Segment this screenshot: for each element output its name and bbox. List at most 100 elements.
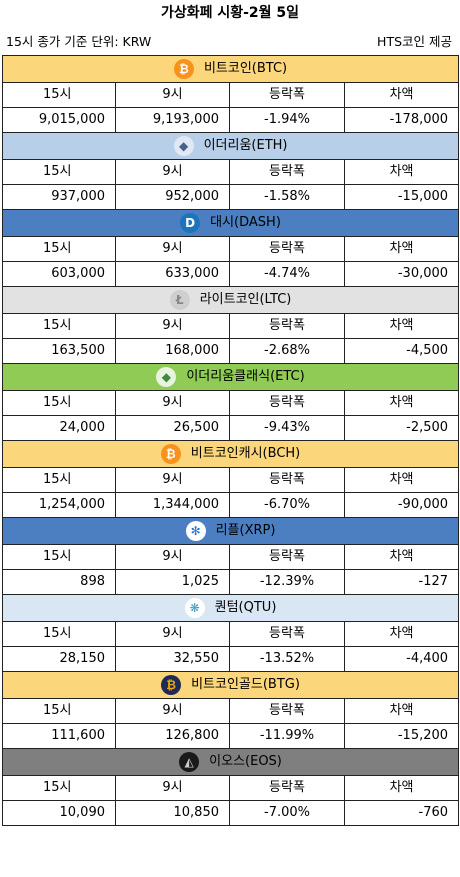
column-header-row: 15시 9시 등락폭 차액: [2, 775, 460, 801]
close-15h-header: 15시: [2, 544, 116, 570]
coin-header: ₿ 비트코인(BTC): [1, 55, 460, 83]
close-15h-value: 28,150: [2, 646, 116, 672]
open-9h-header: 9시: [115, 313, 230, 339]
coin-name: 비트코인골드(BTG): [191, 676, 300, 692]
coin-header-row: ₿ 비트코인(BTC): [1, 55, 460, 83]
coin-header: ✻ 리플(XRP): [1, 517, 460, 545]
difference-header: 차액: [343, 467, 460, 493]
close-15h-value: 10,090: [2, 800, 116, 826]
coin-header-row: Ł 라이트코인(LTC): [1, 286, 460, 314]
open-9h-header: 9시: [115, 698, 230, 724]
open-9h-value: 26,500: [115, 415, 230, 441]
coin-name: 대시(DASH): [210, 214, 281, 230]
difference-value: -127: [343, 569, 460, 595]
close-15h-header: 15시: [2, 390, 116, 416]
column-header-row: 15시 9시 등락폭 차액: [2, 159, 460, 185]
close-15h-value: 1,254,000: [2, 492, 116, 518]
difference-header: 차액: [343, 775, 460, 801]
coin-header-row: ₿ 비트코인골드(BTG): [1, 671, 460, 699]
column-header-row: 15시 9시 등락폭 차액: [2, 236, 460, 262]
difference-value: -2,500: [343, 415, 460, 441]
source-note: HTS코인 제공: [377, 34, 452, 49]
change-rate-value: -11.99%: [229, 723, 345, 749]
open-9h-value: 1,344,000: [115, 492, 230, 518]
difference-header: 차액: [343, 82, 460, 108]
coin-header-row: ◆ 이더리움클래식(ETC): [1, 363, 460, 391]
coin-header-row: ◭ 이오스(EOS): [1, 748, 460, 776]
table-row: 24,000 26,500 -9.43% -2,500: [2, 415, 460, 441]
open-9h-value: 10,850: [115, 800, 230, 826]
qtum-icon: ❋: [184, 597, 205, 618]
difference-header: 차액: [343, 159, 460, 185]
close-15h-header: 15시: [2, 313, 116, 339]
close-15h-value: 603,000: [2, 261, 116, 287]
eos-icon: ◭: [179, 751, 200, 772]
close-15h-value: 898: [2, 569, 116, 595]
difference-value: -30,000: [343, 261, 460, 287]
table-row: 1,254,000 1,344,000 -6.70% -90,000: [2, 492, 460, 518]
open-9h-header: 9시: [115, 467, 230, 493]
table-row: 28,150 32,550 -13.52% -4,400: [2, 646, 460, 672]
bitcoin-icon: ₿: [173, 58, 194, 79]
coin-name: 리플(XRP): [215, 522, 276, 538]
close-15h-value: 111,600: [2, 723, 116, 749]
close-15h-value: 937,000: [2, 184, 116, 210]
difference-value: -4,500: [343, 338, 460, 364]
table-row: 111,600 126,800 -11.99% -15,200: [2, 723, 460, 749]
change-rate-header: 등락폭: [229, 159, 345, 185]
difference-header: 차액: [343, 621, 460, 647]
column-header-row: 15시 9시 등락폭 차액: [2, 390, 460, 416]
table-row: 163,500 168,000 -2.68% -4,500: [2, 338, 460, 364]
open-9h-header: 9시: [115, 775, 230, 801]
difference-value: -15,000: [343, 184, 460, 210]
coin-header: D 대시(DASH): [1, 209, 460, 237]
table-row: 603,000 633,000 -4.74% -30,000: [2, 261, 460, 287]
change-rate-header: 등락폭: [229, 775, 345, 801]
bitcoin-gold-icon: ₿: [161, 674, 182, 695]
page-title: 가상화페 시황-2월 5일: [160, 5, 300, 21]
open-9h-header: 9시: [115, 159, 230, 185]
column-header-row: 15시 9시 등락폭 차액: [2, 82, 460, 108]
coin-header: ₿ 비트코인골드(BTG): [1, 671, 460, 699]
difference-value: -15,200: [343, 723, 460, 749]
difference-header: 차액: [343, 313, 460, 339]
column-header-row: 15시 9시 등락폭 차액: [2, 698, 460, 724]
difference-header: 차액: [343, 698, 460, 724]
close-15h-header: 15시: [2, 775, 116, 801]
open-9h-header: 9시: [115, 390, 230, 416]
price-table: ₿ 비트코인(BTC) 15시 9시 등락폭 차액 9,015,000 9,193,000 -1…: [1, 55, 460, 826]
open-9h-value: 168,000: [115, 338, 230, 364]
difference-value: -760: [343, 800, 460, 826]
change-rate-header: 등락폭: [229, 621, 345, 647]
coin-header: ◆ 이더리움클래식(ETC): [1, 363, 460, 391]
coin-name: 이오스(EOS): [209, 753, 282, 769]
open-9h-header: 9시: [115, 544, 230, 570]
coin-name: 퀀텀(QTU): [214, 599, 277, 615]
column-header-row: 15시 9시 등락폭 차액: [2, 313, 460, 339]
close-15h-header: 15시: [2, 621, 116, 647]
ripple-icon: ✻: [185, 520, 206, 541]
open-9h-value: 952,000: [115, 184, 230, 210]
coin-name: 비트코인캐시(BCH): [190, 445, 301, 461]
change-rate-value: -12.39%: [229, 569, 345, 595]
change-rate-header: 등락폭: [229, 698, 345, 724]
open-9h-value: 32,550: [115, 646, 230, 672]
bitcoin-cash-icon: ₿: [160, 443, 181, 464]
close-15h-header: 15시: [2, 159, 116, 185]
coin-name: 이더리움(ETH): [203, 137, 288, 153]
dash-icon: D: [180, 212, 201, 233]
change-rate-value: -2.68%: [229, 338, 345, 364]
open-9h-value: 126,800: [115, 723, 230, 749]
coin-header-row: ✻ 리플(XRP): [1, 517, 460, 545]
difference-header: 차액: [343, 390, 460, 416]
difference-header: 차액: [343, 236, 460, 262]
coin-header-row: D 대시(DASH): [1, 209, 460, 237]
table-row: 9,015,000 9,193,000 -1.94% -178,000: [2, 107, 460, 133]
table-row: 898 1,025 -12.39% -127: [2, 569, 460, 595]
subtitle-bar: 15시 종가 기준 단위: KRW HTS코인 제공: [0, 31, 460, 53]
basis-note: 15시 종가 기준 단위: KRW: [6, 34, 152, 49]
coin-header: ❋ 퀀텀(QTU): [1, 594, 460, 622]
change-rate-header: 등락폭: [229, 82, 345, 108]
coin-name: 라이트코인(LTC): [199, 291, 292, 307]
change-rate-value: -6.70%: [229, 492, 345, 518]
